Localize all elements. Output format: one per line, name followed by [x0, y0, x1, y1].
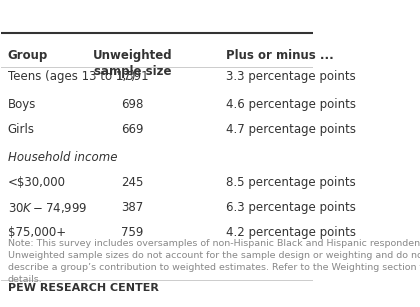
- Text: <$30,000: <$30,000: [8, 176, 66, 189]
- Text: 387: 387: [121, 201, 143, 214]
- Text: 6.3 percentage points: 6.3 percentage points: [226, 201, 356, 214]
- Text: $30K - $74,999: $30K - $74,999: [8, 201, 87, 215]
- Text: 4.7 percentage points: 4.7 percentage points: [226, 123, 356, 136]
- Text: Note: This survey includes oversamples of non-Hispanic Black and Hispanic respon: Note: This survey includes oversamples o…: [8, 239, 420, 284]
- Text: 4.6 percentage points: 4.6 percentage points: [226, 98, 356, 111]
- Text: 245: 245: [121, 176, 144, 189]
- Text: Girls: Girls: [8, 123, 34, 136]
- Text: 3.3 percentage points: 3.3 percentage points: [226, 70, 355, 83]
- Text: 759: 759: [121, 226, 144, 239]
- Text: 669: 669: [121, 123, 144, 136]
- Text: Plus or minus ...: Plus or minus ...: [226, 49, 333, 61]
- Text: Teens (ages 13 to 17): Teens (ages 13 to 17): [8, 70, 135, 83]
- Text: PEW RESEARCH CENTER: PEW RESEARCH CENTER: [8, 283, 158, 293]
- Text: Boys: Boys: [8, 98, 36, 111]
- Text: 698: 698: [121, 98, 144, 111]
- Text: Household income: Household income: [8, 151, 117, 164]
- Text: 1,391: 1,391: [116, 70, 149, 83]
- Text: Unweighted
sample size: Unweighted sample size: [92, 49, 172, 78]
- Text: Group: Group: [8, 49, 48, 61]
- Text: 8.5 percentage points: 8.5 percentage points: [226, 176, 355, 189]
- Text: 4.2 percentage points: 4.2 percentage points: [226, 226, 356, 239]
- Text: $75,000+: $75,000+: [8, 226, 66, 239]
